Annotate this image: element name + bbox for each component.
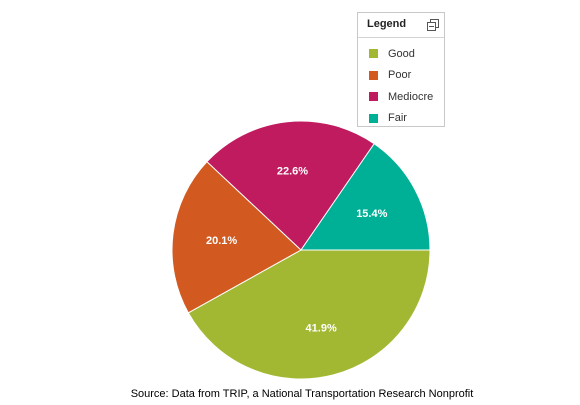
pie-slice-poor[interactable] <box>171 160 302 314</box>
legend: Legend Good Poor Mediocre Fair <box>357 12 445 127</box>
pie-slice-fair[interactable] <box>300 143 431 251</box>
legend-label: Mediocre <box>388 90 434 103</box>
legend-swatch <box>369 49 378 59</box>
legend-items: Good Poor Mediocre Fair <box>358 38 444 129</box>
legend-label: Poor <box>388 69 412 82</box>
pie-slice-good[interactable] <box>187 249 431 380</box>
legend-item-poor[interactable]: Poor <box>358 65 444 87</box>
legend-item-good[interactable]: Good <box>358 43 444 65</box>
legend-swatch <box>369 70 378 80</box>
legend-swatch <box>369 92 378 102</box>
legend-label: Fair <box>388 112 407 125</box>
pie-slice-mediocre[interactable] <box>206 120 375 251</box>
slice-label-fair: 15.4% <box>356 208 387 220</box>
source-note: Source: Data from TRIP, a National Trans… <box>130 388 474 400</box>
legend-item-mediocre[interactable]: Mediocre <box>358 86 444 108</box>
legend-label: Good <box>388 47 415 60</box>
slice-label-good: 41.9% <box>306 322 337 334</box>
legend-item-fair[interactable]: Fair <box>358 108 444 130</box>
window-restore-icon[interactable] <box>426 18 440 32</box>
slice-label-poor: 20.1% <box>206 235 237 247</box>
legend-swatch <box>369 113 378 123</box>
legend-title: Legend <box>367 18 407 30</box>
slice-label-mediocre: 22.6% <box>277 165 308 177</box>
legend-header: Legend <box>358 13 444 38</box>
